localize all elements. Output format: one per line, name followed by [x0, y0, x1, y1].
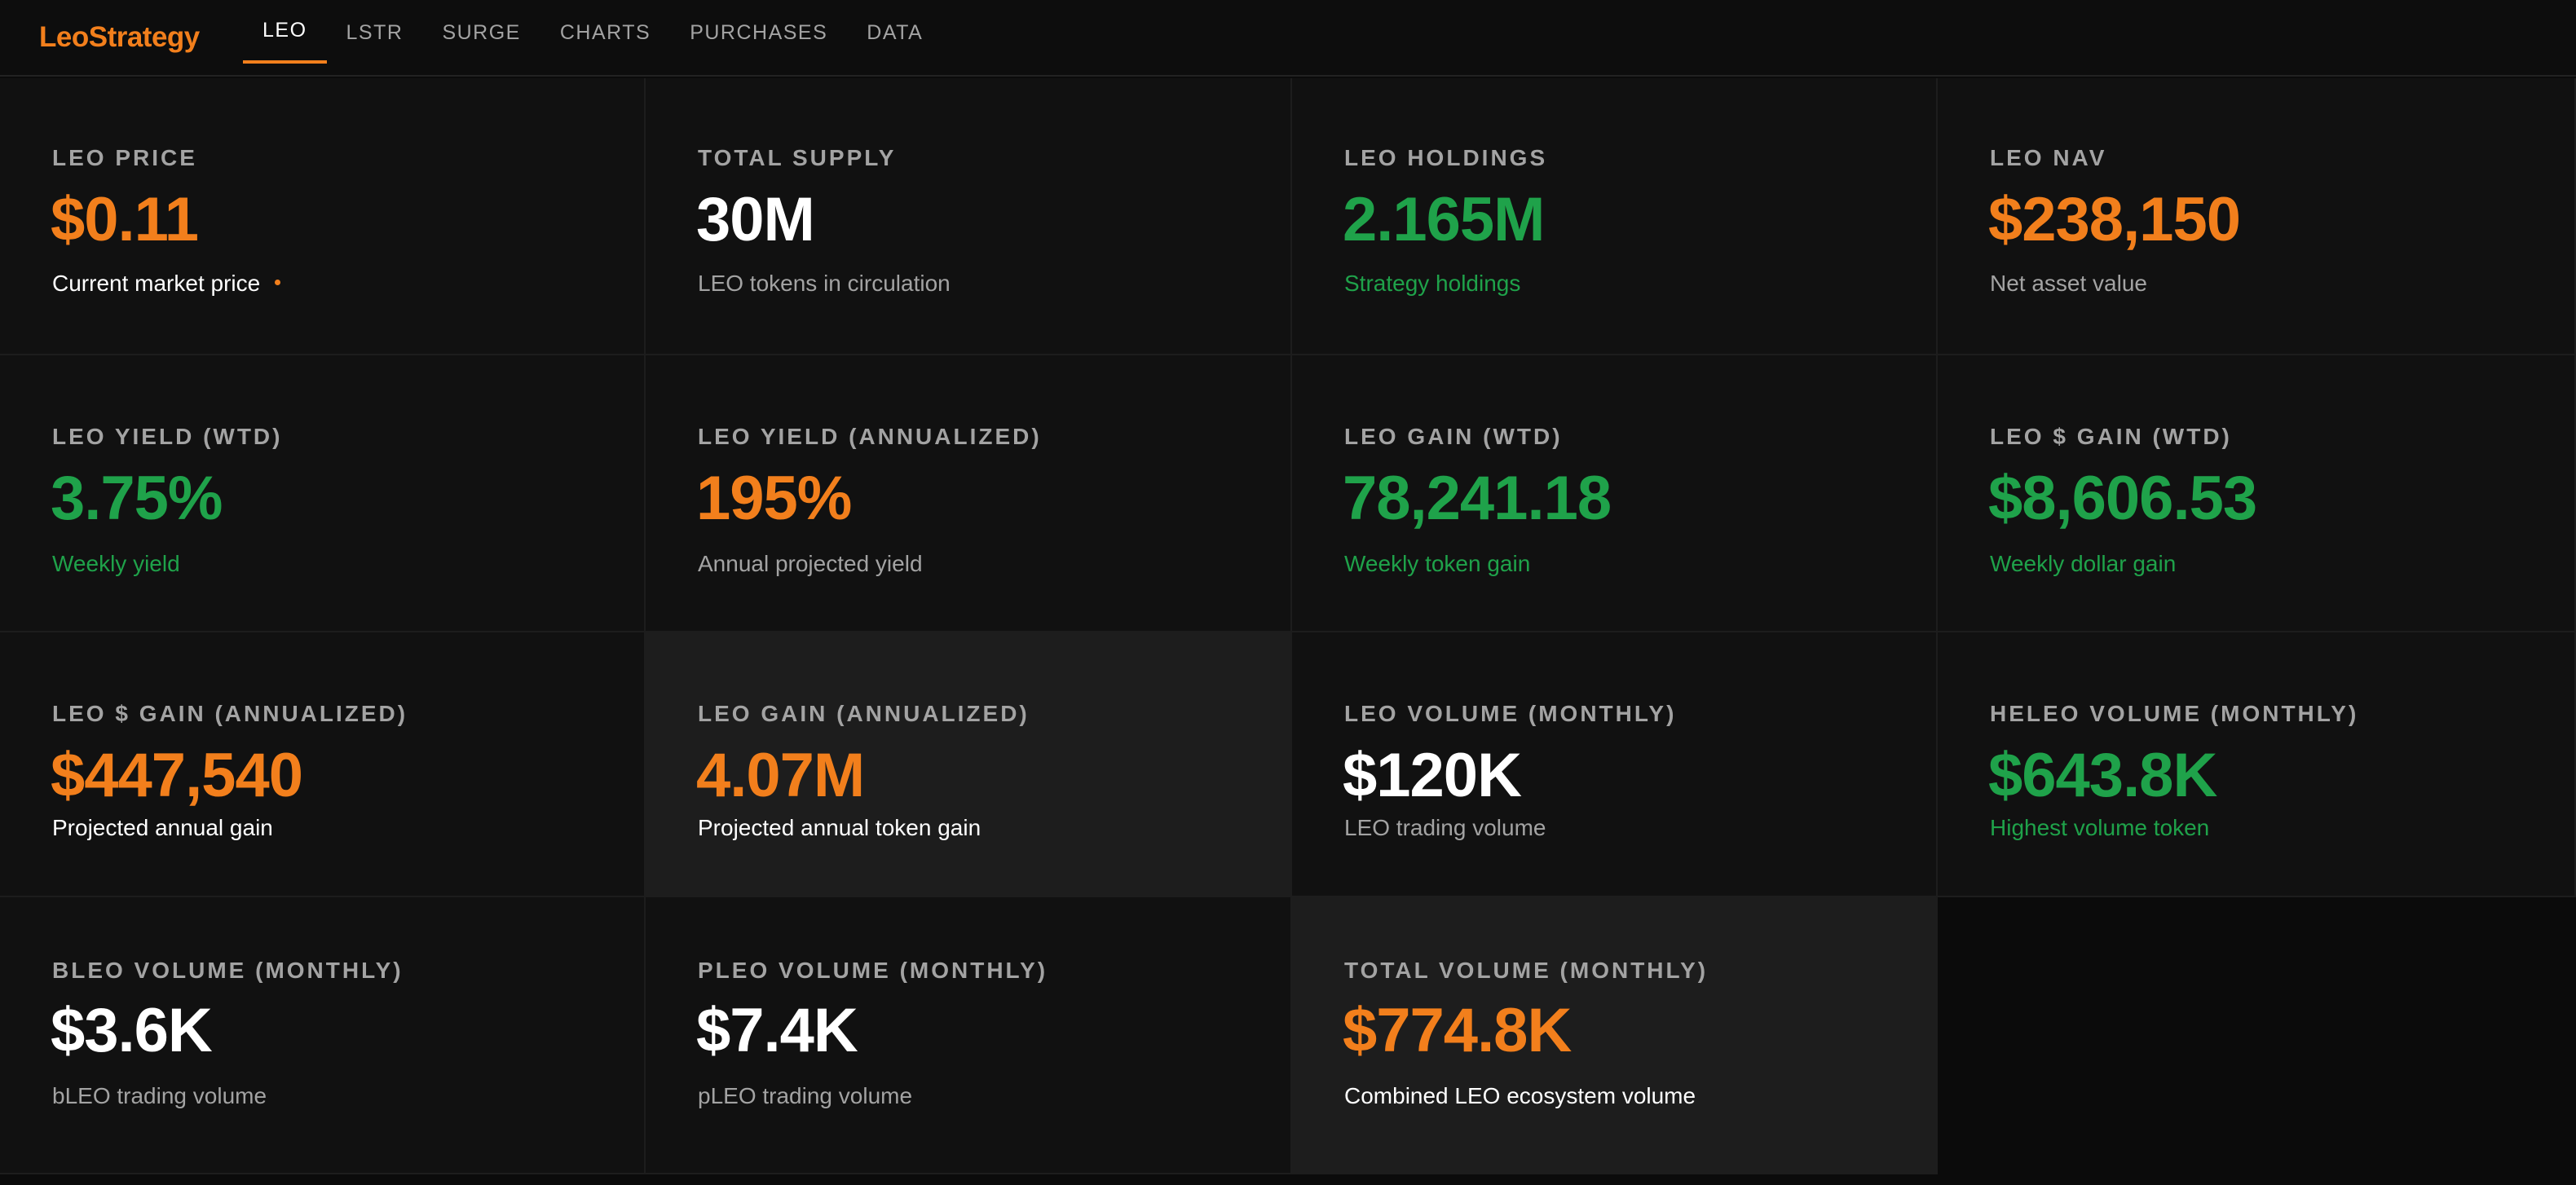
metric-subtitle: LEO trading volume [1344, 815, 1546, 841]
metric-title: LEO GAIN (WTD) [1344, 424, 1563, 449]
metric-card-total-volume-monthly: TOTAL VOLUME (MONTHLY) $774.8K Combined LE… [1292, 897, 1938, 1174]
metric-value: 4.07M [696, 741, 865, 810]
metric-subtitle: Weekly token gain [1344, 551, 1530, 577]
metric-subtitle-text: Highest volume token [1990, 815, 2210, 840]
metric-subtitle: Weekly yield [52, 551, 180, 577]
top-navigation-bar: LeoStrategy LEO LSTR SURGE CHARTS PURCHASES D… [0, 0, 2576, 77]
metric-card-heleo-volume-monthly: HELEO VOLUME (MONTHLY) $643.8K Highest vol… [1938, 632, 2576, 897]
metric-value: $3.6K [51, 996, 213, 1065]
metric-card-leo-yield-wtd: LEO YIELD (WTD) 3.75% Weekly yield [0, 355, 646, 632]
metric-card-bleo-volume-monthly: BLEO VOLUME (MONTHLY) $3.6K bLEO trading v… [0, 897, 646, 1174]
metric-value: 2.165M [1343, 185, 1545, 254]
metric-subtitle: Current market price [52, 271, 281, 297]
metric-title: LEO VOLUME (MONTHLY) [1344, 701, 1677, 726]
nav-tab-data[interactable]: DATA [867, 20, 924, 44]
metric-card-leo-holdings: LEO HOLDINGS 2.165M Strategy holdings [1292, 78, 1938, 355]
metric-value: $774.8K [1343, 996, 1572, 1065]
empty-grid-cell [1938, 897, 2576, 1174]
metric-subtitle: Highest volume token [1990, 815, 2209, 841]
metric-subtitle-text: Projected annual token gain [698, 815, 981, 840]
metric-subtitle-text: Annual projected yield [698, 551, 923, 576]
metric-subtitle-text: bLEO trading volume [52, 1083, 267, 1108]
metric-title: LEO YIELD (WTD) [52, 424, 283, 449]
metric-subtitle-text: Weekly yield [52, 551, 180, 576]
metric-subtitle: LEO tokens in circulation [698, 271, 951, 297]
metric-subtitle-text: pLEO trading volume [698, 1083, 913, 1108]
metric-title: LEO NAV [1990, 145, 2107, 170]
nav-tab-surge[interactable]: SURGE [442, 20, 521, 44]
metric-card-leo-nav: LEO NAV $238,150 Net asset value [1938, 78, 2576, 355]
metric-card-leo-volume-monthly: LEO VOLUME (MONTHLY) $120K LEO trading vol… [1292, 632, 1938, 897]
metric-value: $120K [1343, 741, 1522, 810]
metric-card-total-supply: TOTAL SUPPLY 30M LEO tokens in circulation [646, 78, 1292, 355]
metric-title: TOTAL SUPPLY [698, 145, 897, 170]
metric-subtitle: pLEO trading volume [698, 1083, 912, 1109]
nav-tab-lstr[interactable]: LSTR [346, 20, 404, 44]
metric-subtitle: Net asset value [1990, 271, 2147, 297]
brand-logo[interactable]: LeoStrategy [39, 21, 200, 53]
metric-card-pleo-volume-monthly: PLEO VOLUME (MONTHLY) $7.4K pLEO trading v… [646, 897, 1292, 1174]
metric-title: BLEO VOLUME (MONTHLY) [52, 958, 404, 983]
metric-title: TOTAL VOLUME (MONTHLY) [1344, 958, 1709, 983]
metric-subtitle: Strategy holdings [1344, 271, 1520, 297]
metric-card-leo-yield-annualized: LEO YIELD (ANNUALIZED) 195% Annual project… [646, 355, 1292, 632]
metric-title: LEO GAIN (ANNUALIZED) [698, 701, 1030, 726]
nav-tab-purchases[interactable]: PURCHASES [690, 20, 828, 44]
main-nav: LEO LSTR SURGE CHARTS PURCHASES DATA [243, 0, 942, 75]
metric-value: 78,241.18 [1343, 464, 1612, 533]
metric-subtitle: Combined LEO ecosystem volume [1344, 1083, 1696, 1109]
metric-subtitle-text: Weekly token gain [1344, 551, 1531, 576]
metric-subtitle-text: Net asset value [1990, 271, 2147, 296]
metric-card-leo-gain-wtd: LEO GAIN (WTD) 78,241.18 Weekly token gain [1292, 355, 1938, 632]
metric-subtitle-text: Current market price [52, 271, 261, 296]
metric-subtitle: Annual projected yield [698, 551, 923, 577]
metric-value: $8,606.53 [1988, 464, 2257, 533]
metric-title: PLEO VOLUME (MONTHLY) [698, 958, 1048, 983]
metric-value: $238,150 [1988, 185, 2241, 254]
metric-value: 3.75% [51, 464, 223, 533]
metric-card-leo-gain-annualized: LEO GAIN (ANNUALIZED) 4.07M Projected annu… [646, 632, 1292, 897]
metric-value: $643.8K [1988, 741, 2217, 810]
nav-tab-leo[interactable]: LEO [243, 0, 327, 64]
metric-title: LEO $ GAIN (ANNUALIZED) [52, 701, 408, 726]
metric-card-leo-gain-annualized: LEO $ GAIN (ANNUALIZED) $447,540 Projected… [0, 632, 646, 897]
metric-subtitle-text: LEO tokens in circulation [698, 271, 951, 296]
metric-card-leo-price: LEO PRICE $0.11 Current market price [0, 78, 646, 355]
metric-value: $0.11 [51, 185, 199, 254]
metric-subtitle: Projected annual gain [52, 815, 273, 841]
metric-subtitle: Weekly dollar gain [1990, 551, 2176, 577]
metric-subtitle-text: Strategy holdings [1344, 271, 1521, 296]
metric-card-leo-gain-wtd: LEO $ GAIN (WTD) $8,606.53 Weekly dollar g… [1938, 355, 2576, 632]
metric-subtitle-text: Weekly dollar gain [1990, 551, 2177, 576]
metric-value: 30M [696, 185, 815, 254]
metric-subtitle-text: Combined LEO ecosystem volume [1344, 1083, 1696, 1108]
metric-subtitle-text: Projected annual gain [52, 815, 273, 840]
metric-subtitle: bLEO trading volume [52, 1083, 267, 1109]
metric-title: HELEO VOLUME (MONTHLY) [1990, 701, 2359, 726]
nav-tab-charts[interactable]: CHARTS [559, 20, 651, 44]
metric-title: LEO $ GAIN (WTD) [1990, 424, 2232, 449]
metric-value: 195% [696, 464, 852, 533]
metric-value: $7.4K [696, 996, 858, 1065]
metric-title: LEO PRICE [52, 145, 197, 170]
metric-title: LEO YIELD (ANNUALIZED) [698, 424, 1042, 449]
metric-value: $447,540 [51, 741, 303, 810]
metric-title: LEO HOLDINGS [1344, 145, 1548, 170]
metric-subtitle-text: LEO trading volume [1344, 815, 1546, 840]
live-indicator-icon [275, 280, 281, 286]
metric-subtitle: Projected annual token gain [698, 815, 981, 841]
